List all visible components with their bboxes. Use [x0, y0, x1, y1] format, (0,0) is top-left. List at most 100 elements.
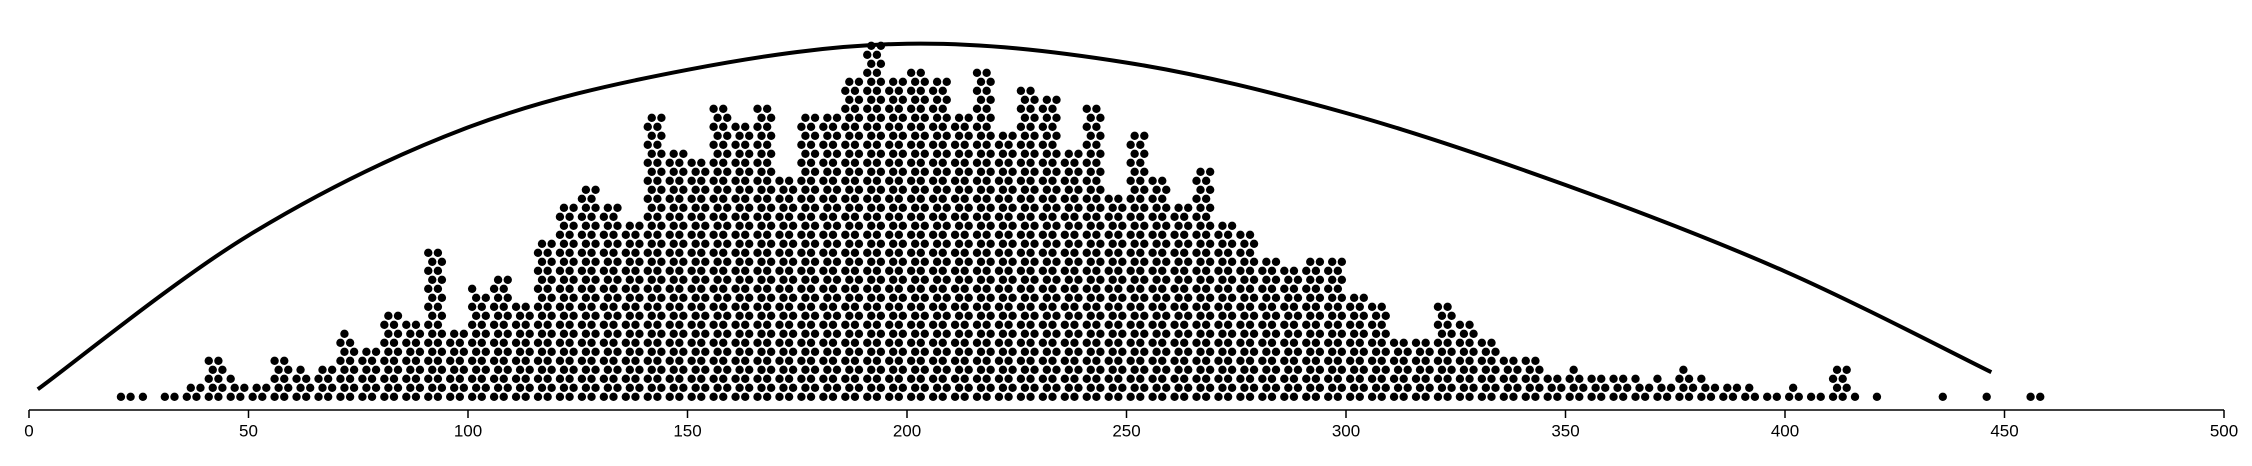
- dot: [950, 302, 960, 311]
- dot: [1074, 149, 1083, 158]
- dot: [884, 392, 894, 401]
- dot: [543, 392, 552, 401]
- dot: [753, 266, 762, 275]
- dot: [384, 383, 393, 392]
- dot: [1064, 167, 1073, 176]
- curve: [36, 41, 1993, 391]
- dot: [762, 266, 772, 275]
- dot: [1074, 347, 1083, 356]
- dot: [1086, 167, 1095, 176]
- dot: [810, 131, 820, 140]
- dot: [845, 347, 854, 356]
- dot: [631, 374, 640, 383]
- dot: [697, 212, 706, 221]
- dot: [543, 266, 552, 275]
- dot: [801, 275, 810, 284]
- dot: [867, 275, 876, 284]
- dot: [1092, 392, 1101, 401]
- dot: [515, 347, 525, 356]
- dot: [863, 194, 872, 203]
- dot: [1148, 392, 1157, 401]
- dot: [1587, 374, 1596, 383]
- dot: [762, 122, 772, 131]
- dot: [481, 329, 491, 338]
- dot: [1108, 275, 1117, 284]
- dot: [1425, 383, 1434, 392]
- dot: [766, 149, 776, 158]
- dot: [863, 158, 872, 167]
- dot: [675, 176, 684, 185]
- dot: [938, 302, 947, 311]
- dot: [1315, 347, 1325, 356]
- dot: [960, 122, 969, 131]
- dot: [806, 194, 816, 203]
- dot: [986, 185, 995, 194]
- dot: [938, 338, 947, 347]
- dot: [292, 374, 301, 383]
- dot: [1038, 212, 1048, 221]
- dot: [591, 383, 600, 392]
- dot: [709, 194, 718, 203]
- dot: [701, 221, 710, 230]
- dot: [854, 275, 864, 284]
- dot: [801, 167, 810, 176]
- dot: [876, 293, 886, 302]
- dot: [719, 266, 728, 275]
- dot: [477, 356, 487, 365]
- dot: [1196, 347, 1205, 356]
- dot: [581, 347, 591, 356]
- dot: [972, 284, 982, 293]
- dot: [888, 275, 898, 284]
- dot: [1293, 329, 1303, 338]
- dot: [775, 266, 784, 275]
- x-tick-label: 350: [1551, 421, 1579, 440]
- dot: [994, 158, 1004, 167]
- dot: [994, 338, 1004, 347]
- dot: [828, 212, 838, 221]
- dot: [1026, 212, 1035, 221]
- dot: [1020, 293, 1030, 302]
- dot: [1393, 347, 1403, 356]
- dot: [884, 122, 894, 131]
- dot: [1214, 392, 1223, 401]
- dot: [467, 320, 477, 329]
- dot: [719, 158, 728, 167]
- dot: [481, 347, 491, 356]
- dot: [1469, 329, 1478, 338]
- dot: [872, 338, 882, 347]
- dot: [916, 374, 926, 383]
- dot: [762, 320, 772, 329]
- dot: [762, 104, 772, 114]
- dot: [170, 392, 179, 401]
- dot: [362, 347, 371, 356]
- dot: [775, 230, 784, 239]
- dot: [1130, 131, 1139, 140]
- dot: [669, 293, 678, 302]
- dot: [1201, 320, 1211, 329]
- dot: [1184, 329, 1193, 338]
- dot: [1108, 257, 1117, 266]
- dot: [424, 320, 433, 329]
- dot: [1158, 374, 1167, 383]
- dot: [1096, 203, 1105, 212]
- dot: [1004, 266, 1013, 275]
- dot: [884, 158, 894, 167]
- dot: [1662, 392, 1672, 401]
- dot: [1008, 311, 1017, 320]
- dot: [192, 392, 201, 401]
- dot: [428, 329, 437, 338]
- dot: [1064, 185, 1073, 194]
- dot: [493, 275, 503, 284]
- dot: [1245, 374, 1255, 383]
- dot: [555, 284, 565, 293]
- dot: [942, 239, 951, 248]
- dot: [621, 392, 630, 401]
- dot: [850, 86, 860, 96]
- dot: [719, 320, 728, 329]
- dot: [806, 266, 816, 275]
- dot: [1832, 365, 1842, 374]
- dot: [932, 95, 942, 105]
- dot: [587, 194, 596, 203]
- dot: [1020, 347, 1030, 356]
- dot: [1030, 131, 1039, 140]
